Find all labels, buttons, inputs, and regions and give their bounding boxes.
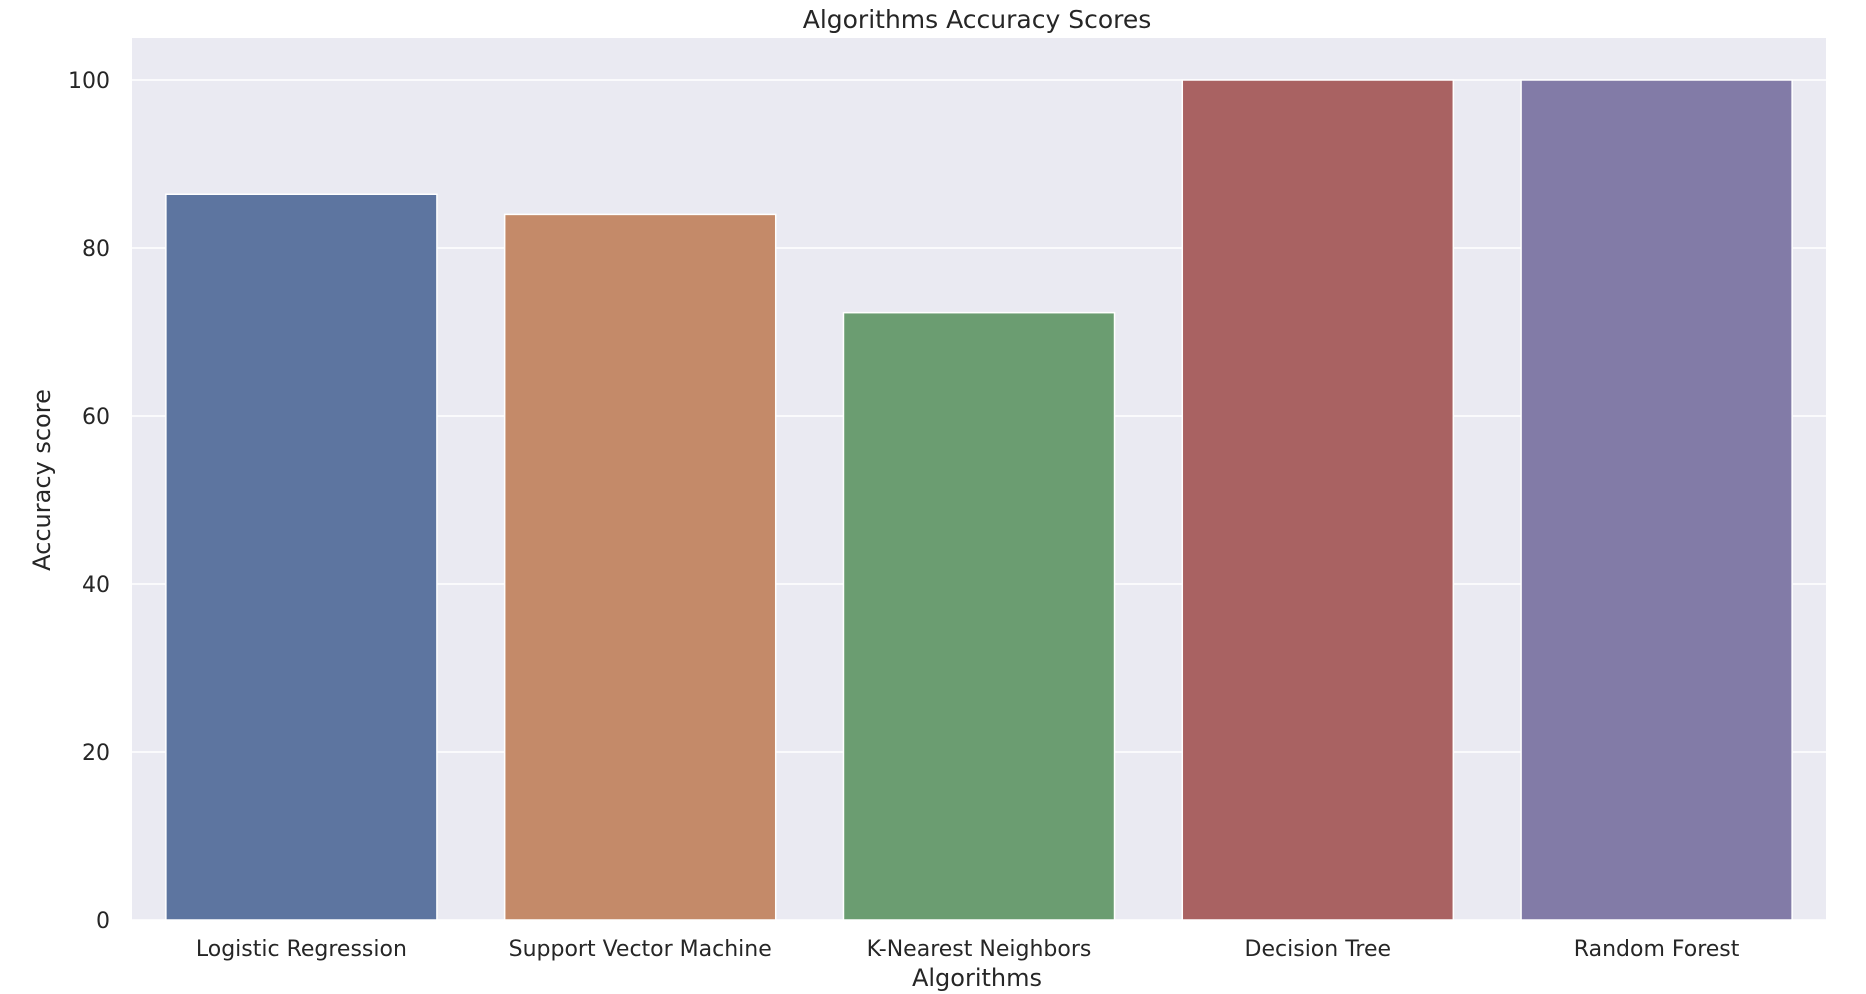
bar-logistic-regression: [165, 193, 438, 921]
y-axis-ticks: 0 20 40 60 80 100: [68, 69, 110, 934]
y-tick-label: 60: [82, 405, 110, 430]
x-tick-label: Logistic Regression: [196, 937, 407, 962]
x-tick-label: Decision Tree: [1245, 937, 1392, 962]
bars: [165, 79, 1793, 921]
y-tick-label: 80: [82, 237, 110, 262]
y-axis-title: Accuracy score: [28, 389, 56, 571]
bar-random-forest: [1520, 79, 1793, 921]
x-axis-title: Algorithms: [912, 964, 1042, 992]
x-tick-label: Support Vector Machine: [509, 937, 772, 962]
y-tick-label: 100: [68, 69, 110, 94]
chart-title: Algorithms Accuracy Scores: [803, 5, 1152, 34]
bar-decision-tree: [1181, 79, 1455, 921]
x-axis-ticks: Logistic Regression Support Vector Machin…: [196, 937, 1740, 962]
x-tick-label: K-Nearest Neighbors: [867, 937, 1092, 962]
bar-support-vector-machine: [503, 213, 777, 921]
y-tick-label: 40: [82, 573, 110, 598]
y-tick-label: 0: [96, 909, 110, 934]
x-tick-label: Random Forest: [1574, 937, 1740, 962]
y-tick-label: 20: [82, 741, 110, 766]
bar-k-nearest-neighbors: [842, 311, 1116, 921]
